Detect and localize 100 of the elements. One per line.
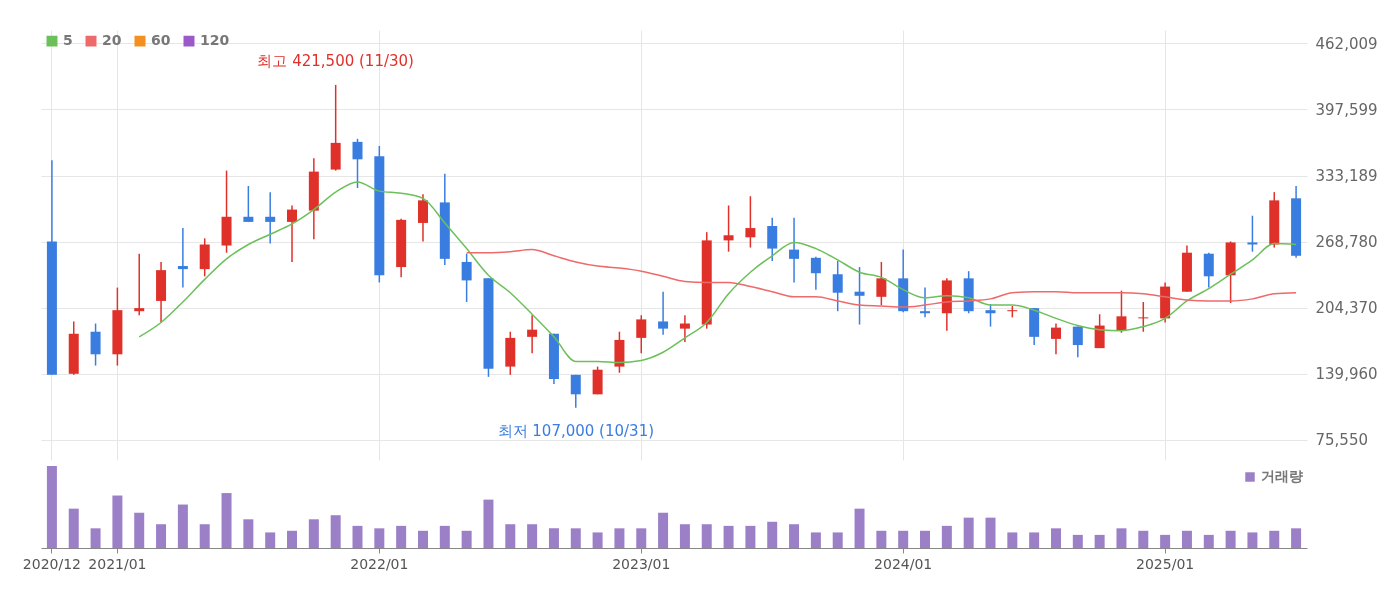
candlestick — [723, 204, 734, 253]
candlestick — [570, 374, 581, 409]
bar — [1225, 530, 1236, 548]
legend-label: 20 — [102, 32, 122, 49]
bar — [112, 495, 123, 548]
legend-label: 거래량 — [1261, 468, 1303, 484]
candlestick — [1050, 322, 1061, 356]
bar — [1094, 534, 1105, 548]
candlestick — [417, 193, 428, 243]
bar — [177, 504, 188, 548]
bar — [308, 519, 319, 548]
candlestick — [287, 204, 298, 263]
candlestick — [745, 195, 756, 249]
bar — [352, 525, 363, 548]
y-tick-label: 333,189 — [1315, 167, 1378, 186]
bar — [548, 528, 559, 548]
bar — [570, 528, 581, 548]
bar — [723, 525, 734, 548]
bar — [745, 525, 756, 548]
bar — [1291, 528, 1302, 548]
legend-label: 5 — [63, 32, 73, 49]
annotation: 최저 107,000 (10/31) — [497, 421, 655, 440]
line-series — [465, 248, 1297, 308]
y-tick-label: 204,370 — [1315, 299, 1378, 318]
candlestick — [461, 252, 472, 303]
candlestick — [352, 138, 363, 189]
bar — [417, 530, 428, 548]
bar — [1138, 530, 1149, 548]
bar — [985, 517, 996, 548]
bar — [789, 524, 800, 548]
bar — [243, 519, 254, 548]
bar — [505, 524, 516, 548]
candlestick — [810, 256, 821, 291]
candlestick — [1072, 325, 1083, 359]
x-tick-label: 2022/01 — [350, 555, 409, 572]
bar — [396, 525, 407, 548]
bar — [854, 508, 865, 548]
bar — [920, 530, 931, 548]
y-tick-label: 75,550 — [1315, 431, 1368, 450]
candlestick — [789, 217, 800, 284]
bar — [46, 466, 57, 548]
bar — [156, 524, 167, 548]
annotation: 최고 421,500 (11/30) — [257, 51, 414, 70]
candlestick — [177, 227, 188, 289]
bar — [287, 530, 298, 548]
bar — [701, 524, 712, 548]
bar — [527, 524, 538, 548]
candlestick — [920, 286, 931, 319]
bar — [1050, 528, 1061, 548]
bar — [1181, 530, 1192, 548]
candlestick — [1247, 215, 1258, 253]
bar — [199, 524, 210, 548]
candlestick — [134, 252, 145, 317]
bar — [1029, 532, 1040, 548]
candlestick — [1203, 251, 1214, 289]
y-tick-label: 397,599 — [1315, 100, 1378, 119]
bar — [963, 517, 974, 548]
bar — [439, 525, 450, 548]
x-tick-label: 2020/12 — [22, 555, 81, 572]
bar — [832, 532, 843, 548]
candlestick — [636, 314, 647, 355]
bar — [810, 532, 821, 548]
bar — [614, 528, 625, 548]
bar — [941, 525, 952, 548]
candlestick — [1094, 313, 1105, 349]
y-tick-label: 139,960 — [1315, 365, 1378, 384]
candlestick — [854, 266, 865, 326]
candlestick — [1116, 289, 1127, 334]
candlestick — [90, 322, 101, 367]
bar — [679, 524, 690, 548]
y-tick-label: 462,009 — [1315, 34, 1378, 53]
legend-label: 60 — [151, 32, 171, 49]
candlestick — [876, 261, 887, 306]
x-tick-label: 2023/01 — [612, 555, 671, 572]
candlestick — [1138, 301, 1149, 333]
candlestick — [985, 303, 996, 328]
bar — [876, 530, 887, 548]
candlestick — [265, 191, 276, 245]
x-tick-label: 2024/01 — [874, 555, 933, 572]
x-tick-label: 2025/01 — [1136, 555, 1195, 572]
bar — [90, 528, 101, 548]
bar — [265, 532, 276, 548]
candlestick — [679, 314, 690, 343]
bar — [658, 512, 669, 548]
bar — [767, 521, 778, 548]
bar — [483, 499, 494, 548]
bar — [1247, 532, 1258, 548]
line-series — [138, 181, 1297, 364]
bar — [898, 530, 909, 548]
y-tick-label: 268,780 — [1315, 233, 1378, 252]
bar — [1116, 528, 1127, 548]
bar — [461, 530, 472, 548]
bar — [592, 532, 603, 548]
candlestick — [243, 185, 254, 223]
bar — [636, 528, 647, 548]
bar — [68, 508, 79, 548]
candlestick — [527, 314, 538, 355]
bar — [1269, 530, 1280, 548]
bar — [134, 512, 145, 548]
bar — [374, 528, 385, 548]
